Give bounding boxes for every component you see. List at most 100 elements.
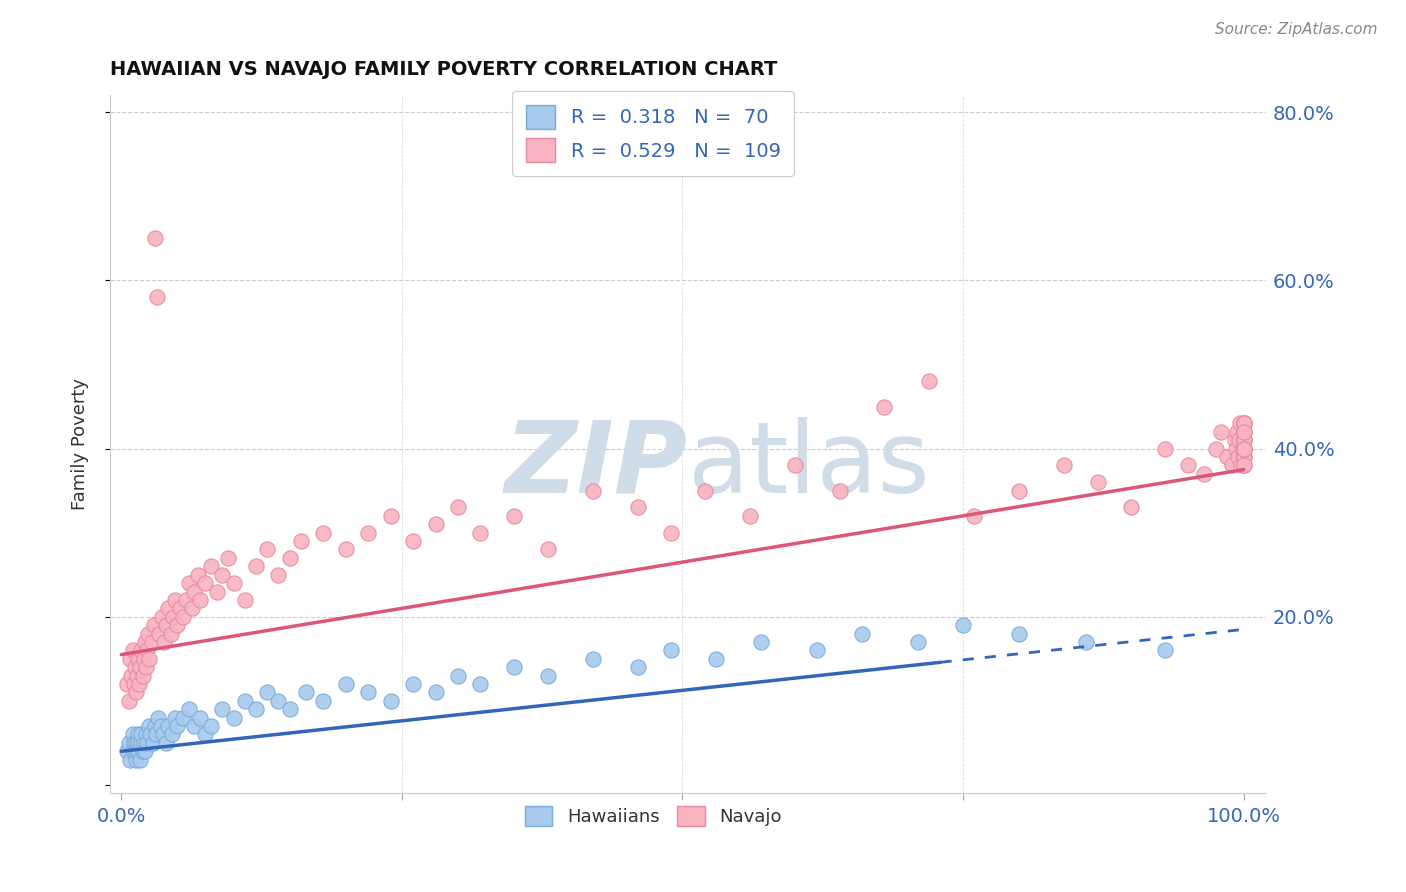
Point bbox=[145, 727, 167, 741]
Point bbox=[157, 601, 180, 615]
Point bbox=[659, 643, 682, 657]
Text: atlas: atlas bbox=[688, 417, 929, 514]
Point bbox=[1216, 450, 1239, 464]
Point bbox=[120, 753, 142, 767]
Point bbox=[447, 500, 470, 515]
Point bbox=[131, 643, 153, 657]
Point bbox=[134, 744, 156, 758]
Point bbox=[537, 542, 560, 557]
Point bbox=[1233, 458, 1256, 473]
Point bbox=[425, 685, 447, 699]
Point bbox=[125, 685, 148, 699]
Point bbox=[704, 652, 727, 666]
Point bbox=[188, 593, 211, 607]
Point bbox=[165, 711, 187, 725]
Point bbox=[115, 744, 138, 758]
Point bbox=[267, 694, 290, 708]
Point bbox=[176, 593, 198, 607]
Point bbox=[357, 685, 380, 699]
Point bbox=[278, 550, 301, 565]
Point bbox=[194, 727, 217, 741]
Point bbox=[1177, 458, 1199, 473]
Point bbox=[295, 685, 318, 699]
Point bbox=[121, 643, 143, 657]
Point bbox=[918, 374, 941, 388]
Point bbox=[115, 677, 138, 691]
Point bbox=[1154, 442, 1177, 456]
Point bbox=[738, 508, 761, 523]
Point bbox=[626, 660, 648, 674]
Point bbox=[806, 643, 828, 657]
Point bbox=[1087, 475, 1109, 490]
Point bbox=[1076, 635, 1098, 649]
Point bbox=[217, 550, 239, 565]
Point bbox=[503, 660, 526, 674]
Point bbox=[165, 593, 187, 607]
Point bbox=[1211, 425, 1233, 439]
Point bbox=[149, 719, 172, 733]
Point bbox=[118, 694, 141, 708]
Point bbox=[160, 727, 183, 741]
Point bbox=[134, 635, 156, 649]
Point bbox=[138, 719, 160, 733]
Point bbox=[136, 736, 159, 750]
Point bbox=[146, 290, 169, 304]
Point bbox=[1227, 450, 1250, 464]
Point bbox=[1008, 626, 1031, 640]
Point bbox=[124, 744, 146, 758]
Point bbox=[131, 744, 153, 758]
Point bbox=[131, 736, 153, 750]
Point bbox=[1053, 458, 1076, 473]
Point bbox=[148, 626, 170, 640]
Point bbox=[155, 736, 177, 750]
Point bbox=[162, 609, 184, 624]
Point bbox=[127, 736, 149, 750]
Point bbox=[128, 677, 150, 691]
Point bbox=[132, 736, 155, 750]
Point bbox=[1154, 643, 1177, 657]
Point bbox=[222, 576, 245, 591]
Point bbox=[1233, 417, 1256, 431]
Text: ZIP: ZIP bbox=[505, 417, 688, 514]
Point bbox=[312, 694, 335, 708]
Point bbox=[1223, 433, 1246, 447]
Point bbox=[118, 736, 141, 750]
Text: HAWAIIAN VS NAVAJO FAMILY POVERTY CORRELATION CHART: HAWAIIAN VS NAVAJO FAMILY POVERTY CORREL… bbox=[110, 60, 778, 78]
Point bbox=[166, 618, 188, 632]
Point bbox=[172, 609, 194, 624]
Point bbox=[129, 753, 152, 767]
Point bbox=[582, 483, 605, 498]
Point bbox=[1229, 417, 1251, 431]
Point bbox=[380, 694, 402, 708]
Point bbox=[278, 702, 301, 716]
Point bbox=[120, 668, 142, 682]
Point bbox=[122, 677, 145, 691]
Point bbox=[200, 719, 222, 733]
Point bbox=[952, 618, 974, 632]
Point bbox=[245, 702, 267, 716]
Point bbox=[470, 525, 492, 540]
Point bbox=[335, 677, 357, 691]
Point bbox=[783, 458, 806, 473]
Point bbox=[155, 618, 177, 632]
Point bbox=[120, 652, 142, 666]
Point bbox=[1233, 433, 1256, 447]
Point bbox=[851, 626, 873, 640]
Point bbox=[963, 508, 986, 523]
Point bbox=[124, 660, 146, 674]
Point bbox=[172, 711, 194, 725]
Point bbox=[907, 635, 929, 649]
Point bbox=[188, 711, 211, 725]
Point bbox=[402, 534, 425, 549]
Point bbox=[1227, 433, 1250, 447]
Point bbox=[142, 736, 165, 750]
Point bbox=[1194, 467, 1216, 481]
Point bbox=[1230, 458, 1253, 473]
Point bbox=[127, 652, 149, 666]
Point bbox=[141, 635, 163, 649]
Point bbox=[693, 483, 716, 498]
Point bbox=[1233, 442, 1256, 456]
Point bbox=[256, 685, 278, 699]
Legend: Hawaiians, Navajo: Hawaiians, Navajo bbox=[517, 799, 789, 833]
Point bbox=[166, 719, 188, 733]
